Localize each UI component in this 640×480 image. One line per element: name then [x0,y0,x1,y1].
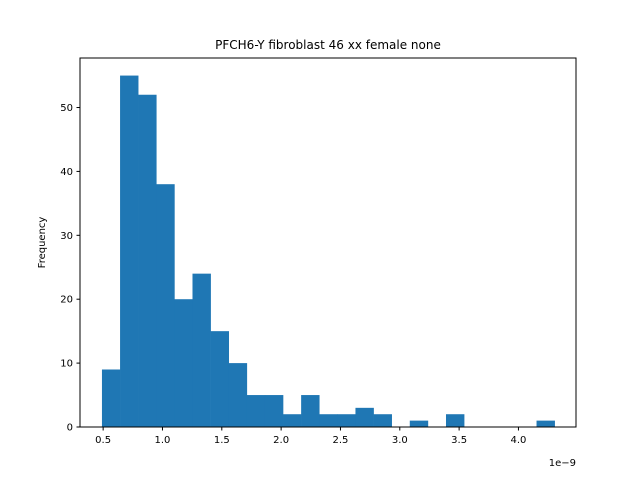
histogram-bar [319,414,338,427]
histogram-bar [210,331,230,427]
y-tick-label: 50 [60,103,73,114]
x-tick-label: 3.0 [392,435,408,446]
x-tick-label: 4.0 [510,435,526,446]
x-tick-label: 0.5 [95,435,111,446]
histogram-bar [264,395,284,427]
histogram-bar [120,75,139,428]
histogram-bar [536,420,555,427]
bars-group [101,75,555,428]
histogram-bar [301,395,320,427]
histogram-bar [337,414,356,427]
x-tick-label: 2.5 [333,435,349,446]
histogram-bar [445,414,465,427]
histogram-bar [246,395,266,427]
y-axis: 0 10 20 30 40 50 [60,103,80,434]
histogram-bar [409,420,429,427]
x-axis-offset-label: 1e−9 [549,458,576,469]
y-tick-label: 30 [60,231,73,242]
x-tick-label: 1.0 [155,435,171,446]
x-tick-label: 2.0 [273,435,289,446]
chart-title: PFCH6-Y fibroblast 46 xx female none [215,38,441,52]
y-tick-label: 40 [60,167,73,178]
histogram-bar [192,273,211,427]
y-tick-label: 0 [67,423,73,434]
y-tick-label: 10 [60,359,73,370]
histogram-bar [355,407,374,427]
histogram-bar [138,94,157,427]
histogram-bar [228,363,248,427]
plot-frame [79,57,577,428]
histogram-bar [283,414,302,427]
histogram-bar [373,414,392,427]
y-axis-label: Frequency [37,217,48,269]
x-tick-label: 3.5 [451,435,467,446]
y-tick-label: 20 [60,295,73,306]
x-tick-label: 1.5 [214,435,230,446]
histogram-bar [156,184,175,427]
histogram-bar [174,299,193,427]
histogram-bar [101,369,121,427]
x-axis: 0.5 1.0 1.5 2.0 2.5 3.0 3.5 4.0 [95,427,526,446]
